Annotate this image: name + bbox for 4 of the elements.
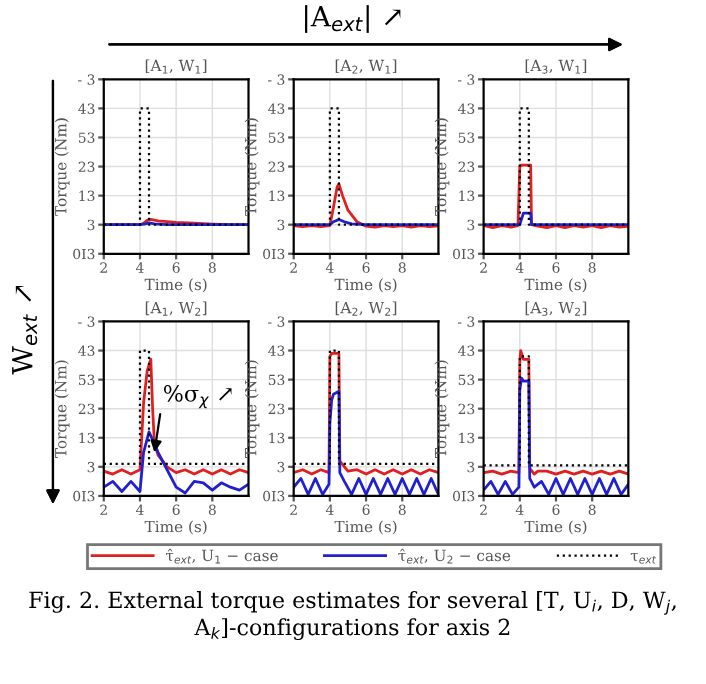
text: W$_{ext}$ ↗: [12, 286, 38, 375]
text: Fig. 2. External torque estimates for several [T, U$_{i}$, D, W$_{j}$, A$_{k}$]-configurations for axis 2: [29, 591, 676, 640]
text: |A$_{ext}$| ↗: [305, 5, 401, 33]
annotation: %σ$_{χ}$ ↗: [164, 384, 232, 409]
